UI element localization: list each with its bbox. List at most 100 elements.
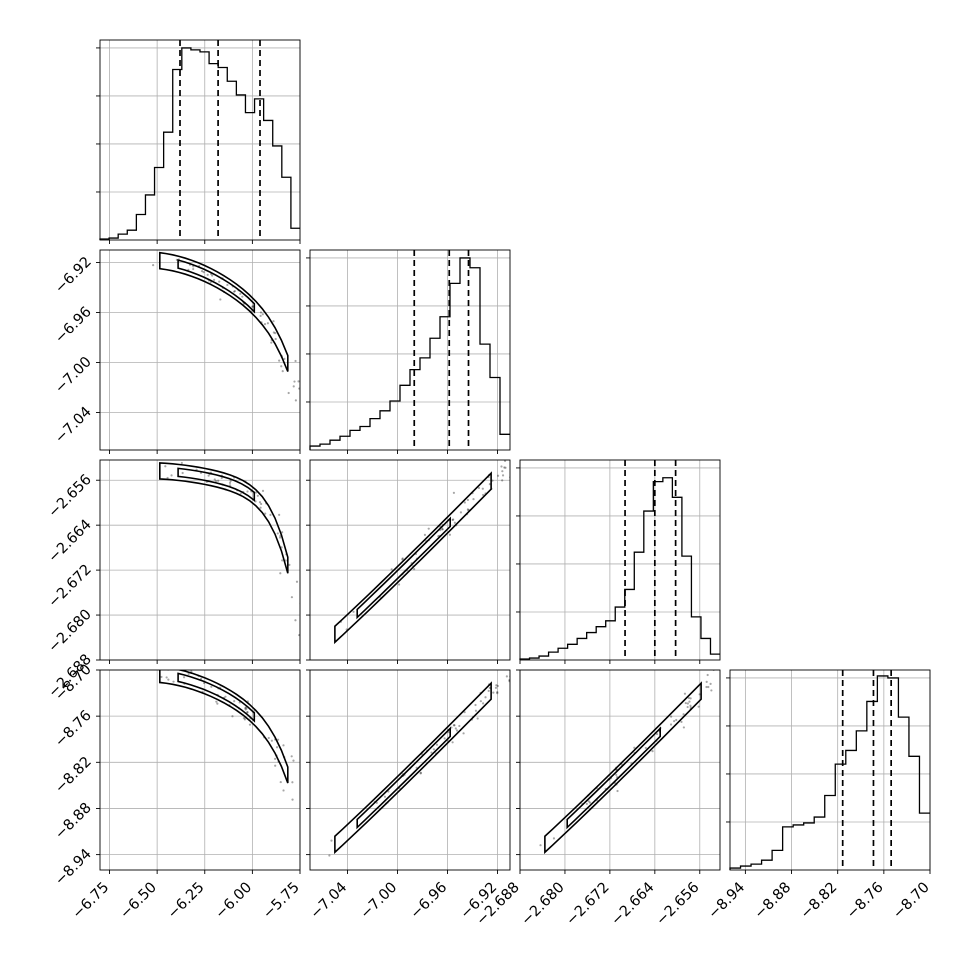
sample-point — [264, 512, 267, 515]
sample-point — [248, 723, 252, 726]
sample-point — [298, 633, 300, 637]
sample-point — [213, 478, 216, 481]
sample-point — [192, 267, 195, 271]
sample-point — [401, 558, 404, 561]
sample-point — [167, 678, 170, 681]
sample-point — [501, 470, 504, 473]
sample-point — [200, 269, 204, 273]
sample-point — [280, 365, 283, 368]
panel-frame — [99, 669, 301, 871]
x-tick-label: −8.76 — [844, 880, 887, 923]
sample-point — [244, 707, 247, 710]
sample-point — [633, 746, 636, 749]
sample-point — [683, 692, 687, 695]
sample-points — [152, 251, 300, 402]
scatter-panel-4-3 — [516, 669, 721, 874]
sample-point — [274, 337, 277, 341]
sample-point — [305, 628, 307, 630]
sample-point — [463, 501, 466, 504]
sample-point — [675, 718, 678, 722]
y-tick-label: −6.96 — [52, 304, 95, 347]
x-tick-label: −6.50 — [117, 880, 160, 923]
x-tick-label: −8.70 — [890, 880, 933, 923]
sample-point — [224, 695, 227, 698]
sample-point — [181, 471, 184, 475]
sample-point — [585, 802, 588, 806]
sample-point — [232, 290, 236, 293]
sample-point — [202, 271, 205, 274]
sample-point — [261, 489, 265, 493]
sample-point — [503, 460, 507, 463]
sample-point — [616, 789, 619, 793]
sample-point — [301, 811, 303, 813]
sample-point — [211, 274, 214, 277]
sample-point — [281, 531, 284, 534]
sample-point — [710, 689, 713, 692]
histogram-steps — [99, 47, 300, 240]
x-tick-label: −7.00 — [358, 880, 401, 923]
sample-points — [334, 460, 510, 645]
sample-point — [462, 732, 465, 735]
y-tick-label: −8.82 — [52, 754, 95, 797]
sample-point — [474, 703, 477, 707]
sample-point — [217, 479, 220, 482]
x-tick-label: −2.680 — [519, 880, 568, 929]
sample-point — [466, 508, 469, 511]
sample-point — [401, 557, 404, 560]
sample-point — [698, 693, 701, 696]
contour-outer — [159, 251, 289, 372]
sample-point — [269, 513, 272, 516]
sample-point — [266, 322, 270, 325]
sample-point — [432, 748, 435, 751]
sample-point — [241, 295, 244, 298]
sample-point — [209, 281, 212, 284]
sample-point — [484, 696, 487, 699]
sample-point — [430, 751, 433, 754]
sample-point — [686, 702, 689, 705]
sample-point — [254, 491, 258, 494]
sample-point — [441, 528, 444, 531]
contour-inner — [356, 726, 451, 830]
sample-point — [615, 773, 618, 777]
x-tick-label: −2.664 — [608, 880, 657, 929]
sample-point — [259, 506, 262, 509]
sample-point — [287, 391, 290, 395]
sample-point — [504, 466, 507, 469]
sample-point — [210, 685, 213, 688]
y-tick-label: −2.680 — [46, 607, 95, 656]
sample-point — [651, 749, 654, 753]
sample-point — [218, 280, 221, 283]
sample-point — [673, 720, 676, 723]
sample-point — [501, 474, 505, 477]
sample-point — [474, 709, 478, 712]
panel-frame — [309, 249, 511, 451]
panel-frame — [729, 669, 931, 871]
sample-point — [644, 746, 647, 750]
sample-point — [707, 685, 710, 689]
sample-point — [206, 273, 209, 276]
panel-frame — [519, 669, 721, 871]
sample-point — [705, 685, 708, 689]
sample-point — [244, 708, 247, 711]
sample-point — [328, 854, 331, 857]
x-tick-label: −8.82 — [798, 880, 841, 923]
panel-frame — [99, 459, 301, 661]
sample-point — [275, 746, 279, 749]
sample-point — [259, 311, 263, 314]
sample-point — [443, 737, 446, 740]
sample-point — [298, 387, 300, 390]
histogram-panel-2 — [306, 249, 511, 454]
sample-point — [454, 727, 457, 730]
sample-point — [669, 723, 673, 726]
sample-point — [278, 536, 282, 539]
sample-point — [397, 583, 401, 586]
x-tick-label: −6.75 — [70, 880, 113, 923]
sample-point — [288, 563, 291, 566]
sample-point — [501, 479, 504, 482]
sample-point — [256, 494, 259, 497]
sample-point — [451, 741, 454, 744]
y-tick-label: −7.04 — [52, 404, 95, 447]
sample-point — [270, 739, 273, 742]
sample-point — [258, 501, 262, 504]
